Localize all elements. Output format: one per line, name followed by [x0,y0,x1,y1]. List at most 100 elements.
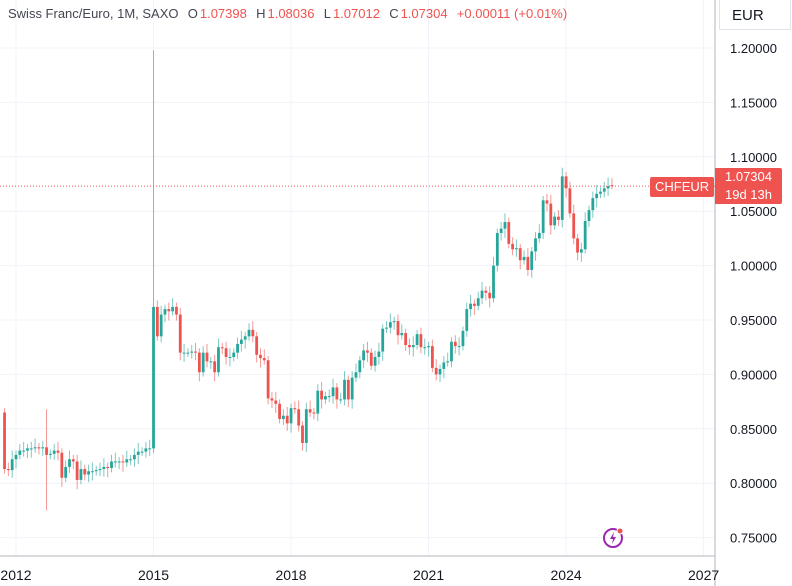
candle-body [461,330,465,347]
candle-body [453,341,457,347]
candle-body [194,351,197,353]
candle-body [243,336,247,340]
candle-body [339,399,343,401]
candle-body [304,409,308,443]
candle-body [6,469,10,471]
candle-body [239,339,243,344]
candle-body [488,292,492,299]
candle-body [438,368,442,375]
candle-body [587,210,591,221]
candle-body [450,341,453,362]
candle-body [266,360,270,399]
candle-body [316,390,320,414]
candle-body [331,387,335,397]
candle-body [29,448,33,450]
candle-body [33,447,37,449]
candle-body [121,461,125,463]
symbol-title: Swiss Franc/Euro, 1M, SAXO [8,6,179,21]
candle-body [22,450,26,452]
candle-body [572,213,576,239]
low-value: 1.07012 [332,6,380,21]
candle-body [148,448,152,450]
time-tick-label: 2024 [551,567,582,583]
candle-body [373,356,377,366]
change-value: +0.00011 (+0.01%) [456,6,568,21]
lightning-icon[interactable] [602,527,624,549]
candle-body [350,377,354,400]
candle-body [545,200,549,204]
candle-body [408,345,411,348]
candle-body [26,448,29,451]
candle-body [419,334,423,348]
candle-body [48,453,52,455]
candle-body [125,459,129,463]
candle-body [71,459,75,462]
candle-body [301,425,304,443]
candle-body [182,352,186,354]
candle-body [274,400,278,404]
bar-countdown: 19d 13h [725,187,772,202]
candle-body [98,469,102,471]
candle-body [541,200,545,233]
candle-body [41,447,45,449]
candle-body [434,367,438,375]
candle-body [18,450,22,455]
candle-body [495,232,499,266]
candle-body [599,191,602,194]
candle-body [446,361,450,363]
candle-body [232,352,236,357]
time-tick-label: 2012 [0,567,31,583]
candle-body [335,387,339,400]
candle-body [217,347,220,373]
candle-body [560,176,564,220]
time-tick-label: 2027 [688,567,719,583]
candle-body [91,471,94,473]
price-tick-label: 1.20000 [730,41,777,56]
candle-body [423,347,427,349]
price-tick-label: 1.05000 [730,204,777,219]
candle-body [476,298,480,306]
candle-body [68,459,71,467]
candle-body [427,346,430,348]
candle-body [186,352,190,354]
candle-body [136,451,140,455]
candle-body [442,362,446,369]
candle-body [45,447,48,455]
candle-body [362,350,366,361]
price-tick-label: 1.10000 [730,150,777,165]
candle-body [167,309,171,312]
price-tick-label: 0.80000 [730,476,777,491]
candle-body [568,188,572,214]
candle-body [289,408,293,424]
candle-body [140,451,144,453]
candle-body [152,306,155,449]
candle-body [320,390,323,400]
candle-body [392,321,396,323]
candle-body [308,409,312,413]
close-label: C [389,6,399,21]
candle-body [251,329,255,337]
candle-body [10,459,14,471]
candle-body [469,303,472,310]
high-label: H [256,6,266,21]
price-tick-label: 0.85000 [730,422,777,437]
price-tick-label: 0.75000 [730,531,777,546]
candle-body [354,372,358,378]
candle-body [110,461,113,468]
candle-body [159,314,163,337]
candle-body [106,466,110,468]
candle-body [144,448,148,452]
currency-button[interactable]: EUR [719,0,791,30]
high-value: 1.08036 [267,6,315,21]
candle-body [190,351,194,353]
candle-body [255,336,259,355]
candle-body [282,415,285,420]
candle-body [201,352,205,373]
candle-body [3,412,6,470]
candle-body [411,345,415,348]
candle-body [404,333,408,346]
candle-body [484,290,488,293]
candle-body [262,358,266,361]
candle-body [133,454,136,460]
